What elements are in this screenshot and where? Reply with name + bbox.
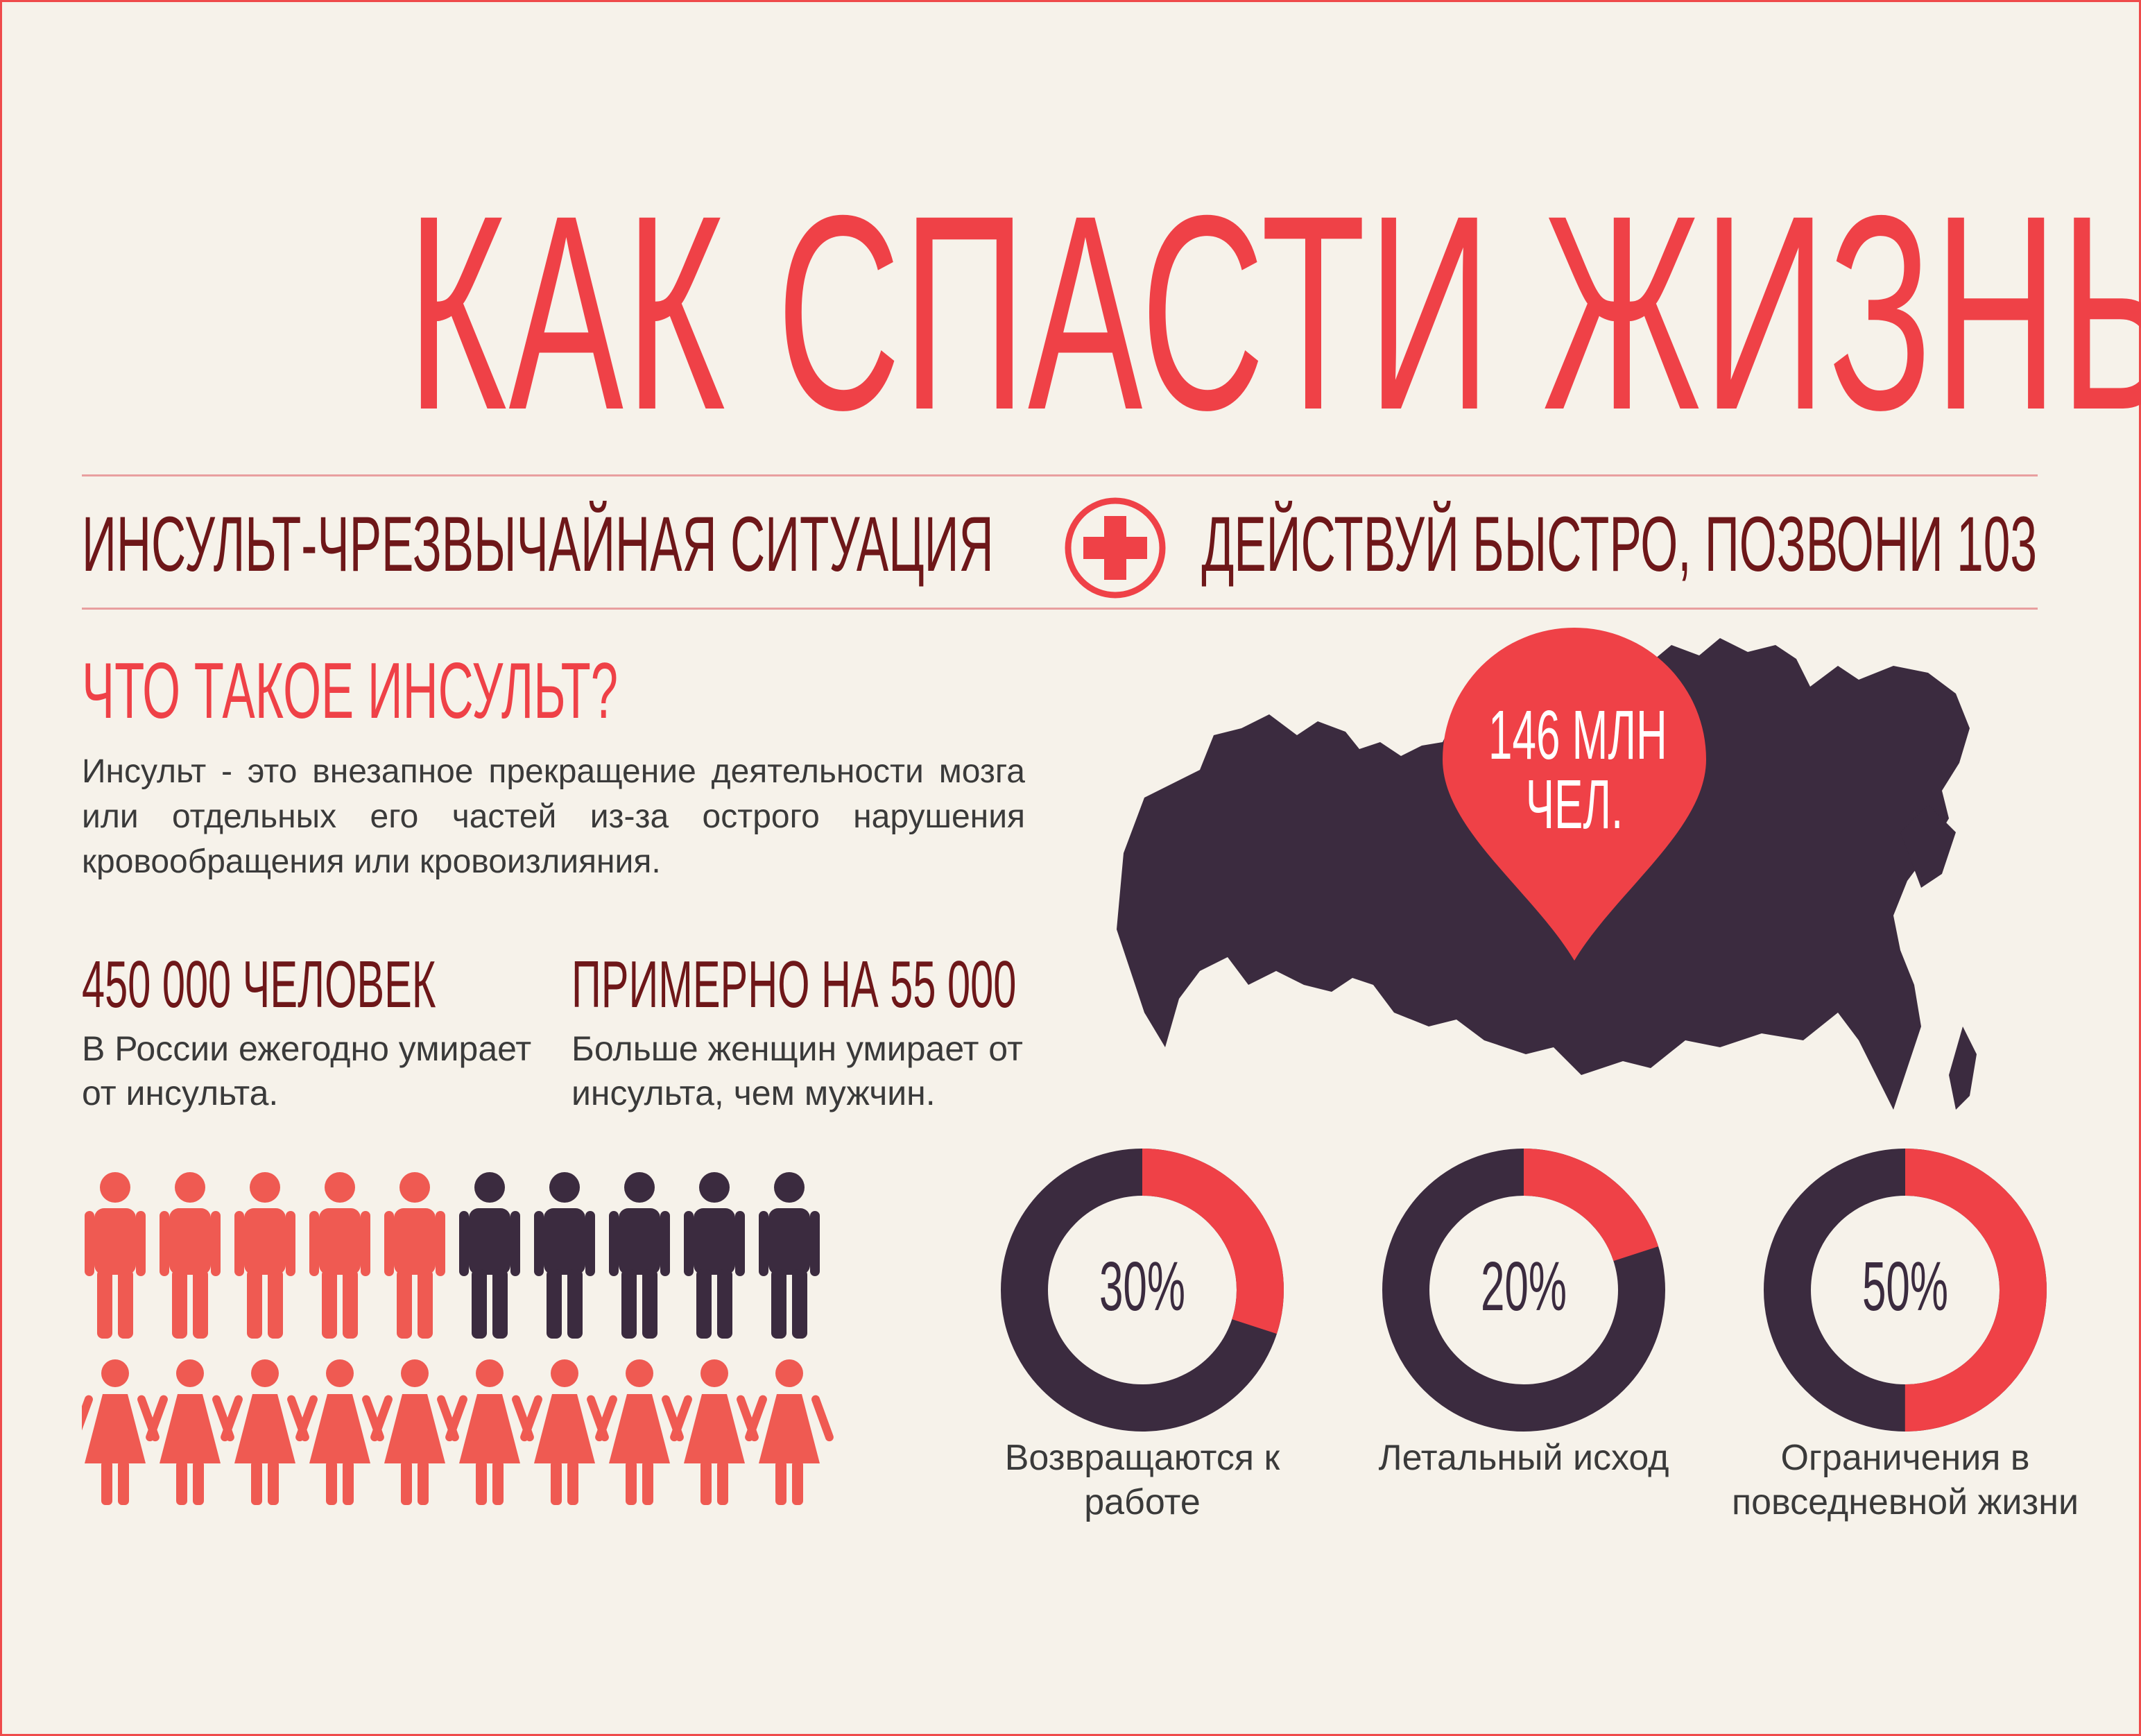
pin-line-2: ЧЕЛ. <box>1525 766 1624 843</box>
man-icon <box>85 1172 146 1339</box>
donut-slice <box>1764 1149 2047 1432</box>
divider-bottom <box>82 608 2038 610</box>
donut-chart-limits <box>1764 1149 2047 1432</box>
donut-chart-work <box>1001 1149 1284 1432</box>
woman-icon <box>445 1359 534 1505</box>
definition-text: Инсульт - это внезапное прекращение деят… <box>82 753 1025 880</box>
stat-title-women: ПРИМЕРНО НА 55 000 <box>571 947 1017 1022</box>
man-icon <box>609 1172 670 1339</box>
woman-icon <box>370 1359 459 1505</box>
stat-desc-women: Больше женщин умирает от инсульта, чем м… <box>571 1029 1023 1112</box>
woman-icon <box>295 1359 384 1505</box>
woman-icon <box>146 1359 234 1505</box>
man-icon <box>309 1172 370 1339</box>
woman-icon <box>595 1359 684 1505</box>
people-pictogram <box>82 1172 834 1505</box>
woman-icon <box>520 1359 609 1505</box>
donut-label-work: Возвращаются к работе <box>1004 1438 1280 1522</box>
woman-icon <box>221 1359 309 1505</box>
section-heading: ЧТО ТАКОЕ ИНСУЛЬТ? <box>82 647 619 735</box>
donut-chart-death <box>1382 1149 1665 1432</box>
man-icon <box>759 1172 820 1339</box>
donut-slice <box>1382 1149 1665 1432</box>
man-icon <box>459 1172 520 1339</box>
man-icon <box>384 1172 445 1339</box>
divider-top <box>82 474 2038 476</box>
woman-icon <box>670 1359 759 1505</box>
page-title: КАК СПАСТИ ЖИЗНЬ <box>406 157 2141 467</box>
stat-title-deaths: 450 000 ЧЕЛОВЕК <box>82 947 436 1022</box>
man-icon <box>684 1172 745 1339</box>
pin-text: 146 МЛН ЧЕЛ. <box>1488 696 1667 843</box>
man-icon <box>234 1172 295 1339</box>
donut-value-work: 30% <box>1099 1248 1186 1325</box>
banner-right-text: ДЕЙСТВУЙ БЫСТРО, ПОЗВОНИ 103 <box>1201 501 2037 587</box>
pin-line-1: 146 МЛН <box>1488 696 1667 774</box>
woman-icon <box>82 1359 160 1505</box>
stat-desc-deaths: В России ежегодно умирает от инсульта. <box>82 1029 532 1112</box>
man-icon <box>160 1172 221 1339</box>
banner-left-text: ИНСУЛЬТ-ЧРЕЗВЫЧАЙНАЯ СИТУАЦИЯ <box>82 501 994 587</box>
donut-slice <box>1001 1149 1284 1432</box>
man-icon <box>534 1172 595 1339</box>
location-pin-icon <box>1443 628 1706 961</box>
donut-label-limits: Ограничения в повседневной жизни <box>1731 1438 2079 1522</box>
donut-value-death: 20% <box>1480 1248 1567 1325</box>
woman-icon <box>745 1359 834 1505</box>
medical-cross-icon <box>1065 497 1166 599</box>
donut-value-limits: 50% <box>1861 1248 1949 1325</box>
donut-label-death: Летальный исход <box>1378 1438 1669 1478</box>
